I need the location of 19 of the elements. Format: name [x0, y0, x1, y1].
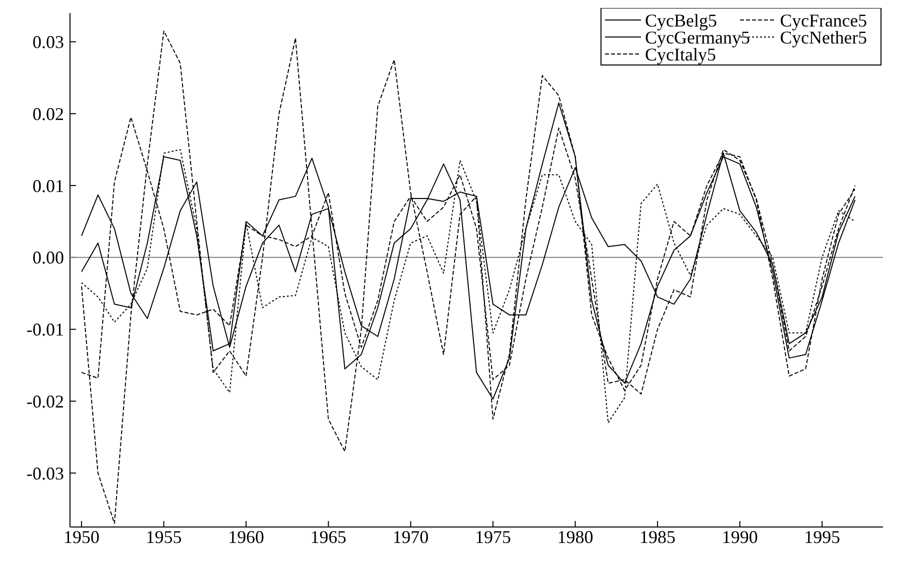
legend-label: CycBelg5 [645, 10, 717, 30]
x-tick-label: 1975 [474, 527, 511, 547]
x-tick-label: 1985 [640, 527, 676, 547]
x-tick-label: 1950 [64, 527, 100, 547]
y-tick-label: 0.00 [32, 248, 64, 268]
y-tick-label: -0.03 [26, 463, 64, 484]
y-tick-label: 0.02 [32, 104, 64, 124]
x-tick-label: 1990 [722, 527, 758, 547]
y-tick-label: -0.01 [26, 320, 64, 340]
y-tick-label: -0.02 [26, 391, 64, 412]
y-tick-label: 0.03 [32, 32, 64, 52]
x-tick-label: 1955 [146, 527, 182, 547]
x-tick-label: 1970 [392, 527, 429, 547]
y-tick-label: 0.01 [32, 176, 64, 196]
x-tick-label: 1965 [310, 527, 346, 547]
x-tick-label: 1995 [804, 527, 840, 547]
legend-label: CycFrance5 [780, 10, 867, 30]
x-tick-label: 1980 [557, 527, 594, 547]
x-tick-label: 1960 [228, 527, 264, 547]
